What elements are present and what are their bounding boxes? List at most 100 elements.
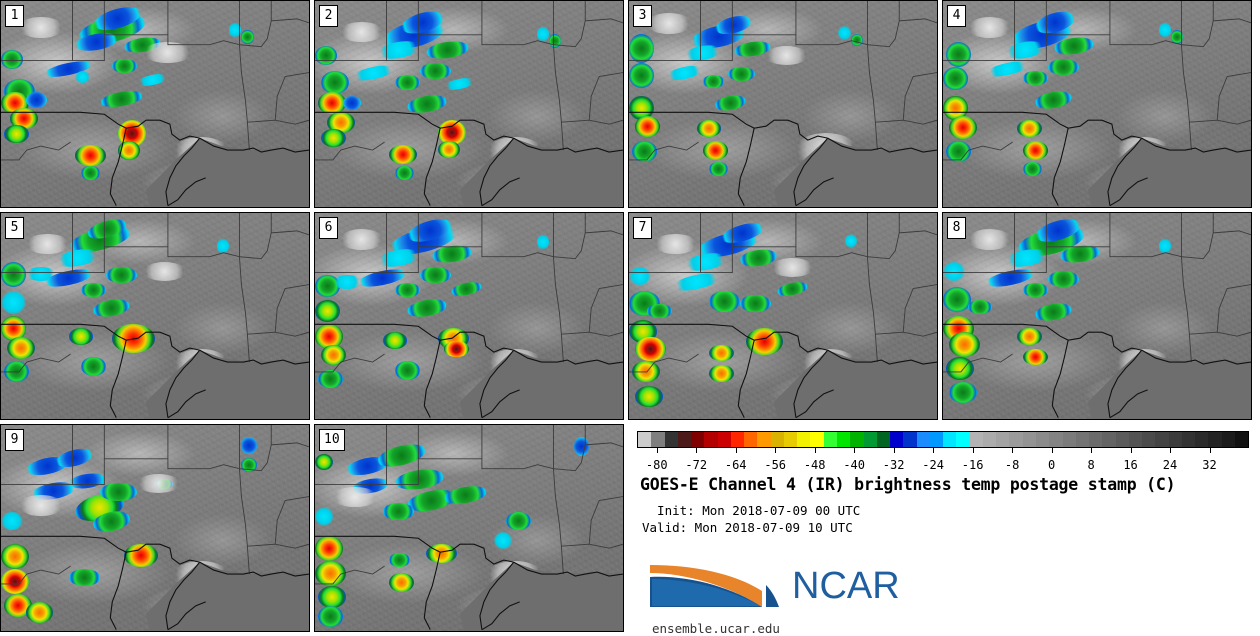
convective-cell — [844, 233, 857, 248]
convective-cell — [1016, 120, 1042, 137]
convective-cell — [1034, 300, 1074, 324]
convective-cell — [318, 585, 346, 609]
ensemble-member-panel-1[interactable]: 1 — [0, 0, 310, 208]
convective-cell — [135, 72, 169, 89]
convective-cell — [665, 63, 704, 83]
convective-cell — [318, 606, 343, 627]
colorbar-tick-label: -72 — [685, 458, 708, 472]
colorbar-tick-label: -8 — [1004, 458, 1020, 472]
colorbar-swatch — [969, 432, 983, 447]
ensemble-member-panel-3[interactable]: 3 — [628, 0, 938, 208]
init-time-line: Init: Mon 2018-07-09 00 UTC — [642, 503, 861, 518]
convective-cell — [746, 328, 783, 356]
convective-cell — [315, 536, 343, 561]
convective-cell — [1023, 283, 1048, 298]
convective-cell — [727, 66, 756, 82]
satellite-image — [1, 425, 309, 631]
convective-cell — [406, 296, 449, 320]
colorbar-tick-label: -80 — [645, 458, 668, 472]
colorbar-tick — [1091, 448, 1093, 453]
convective-cell — [1016, 328, 1042, 345]
convective-cell — [709, 161, 728, 177]
convective-cell — [671, 269, 723, 295]
colorbar-swatch — [1142, 432, 1156, 447]
ncar-logo-mark — [646, 561, 798, 609]
convective-cell — [216, 373, 285, 411]
convective-cell — [424, 39, 470, 62]
colorbar-swatch — [783, 432, 798, 447]
convective-cell — [438, 141, 460, 158]
ensemble-member-panel-2[interactable]: 2 — [314, 0, 624, 208]
colorbar-tick-label: -16 — [961, 458, 984, 472]
figure-info-block: -80 -72 -64 -56 -48 -40 -32 -24 -16 -8 0 8 16 24 32 GO… — [628, 425, 1260, 636]
convective-cell — [111, 58, 137, 74]
convective-cell — [74, 145, 106, 166]
convective-cell — [25, 233, 69, 255]
convective-cell — [315, 453, 334, 471]
colorbar-tick-label: 0 — [1047, 458, 1056, 472]
convective-cell — [111, 324, 155, 354]
convective-cell — [118, 141, 140, 160]
convective-cell — [1, 262, 26, 288]
convective-cell — [425, 544, 457, 563]
colorbar-tick-label: 32 — [1202, 458, 1217, 472]
convective-cell — [68, 569, 100, 586]
colorbar-tick-label: -24 — [922, 458, 944, 472]
convective-cell — [19, 495, 63, 516]
ensemble-member-panel-4[interactable]: 4 — [942, 0, 1252, 208]
convective-cell — [1, 511, 23, 531]
cold-cloud-top-overlay — [943, 213, 1251, 419]
convective-cell — [1, 544, 29, 570]
convective-cell — [406, 92, 449, 116]
convective-cell — [173, 560, 229, 590]
colorbar-swatch — [1102, 432, 1116, 447]
convective-cell — [499, 369, 522, 403]
convective-cell — [946, 357, 974, 380]
convective-cell — [1, 291, 26, 314]
colorbar-tick — [814, 448, 816, 453]
ensemble-member-panel-10[interactable]: 10 — [314, 424, 624, 632]
convective-cell — [395, 361, 420, 380]
convective-cell — [315, 46, 337, 65]
convective-cell — [549, 33, 562, 49]
colorbar-swatch — [1168, 432, 1182, 447]
colorbar-tick — [735, 448, 737, 453]
colorbar-tick — [1012, 448, 1014, 453]
colorbar-swatch — [1234, 432, 1249, 447]
ensemble-member-panel-6[interactable]: 6 — [314, 212, 624, 420]
colorbar-tick — [1170, 448, 1172, 453]
colorbar-swatch — [943, 432, 957, 447]
satellite-image — [629, 213, 937, 419]
convective-cell — [92, 296, 132, 320]
convective-cell — [967, 229, 1011, 251]
convective-cell — [775, 279, 809, 299]
ensemble-member-panel-8[interactable]: 8 — [942, 212, 1252, 420]
convective-cell — [321, 71, 349, 94]
convective-cell — [388, 145, 417, 164]
colorbar-tick — [854, 448, 856, 453]
convective-cell — [321, 128, 346, 148]
colorbar-swatch — [1195, 432, 1209, 447]
convective-cell — [241, 29, 254, 45]
colorbar-swatch — [929, 432, 944, 447]
panel-number-label: 1 — [5, 5, 24, 27]
convective-cell — [1158, 237, 1171, 255]
convective-cell — [375, 439, 428, 470]
convective-cell — [4, 593, 32, 617]
ensemble-member-panel-5[interactable]: 5 — [0, 212, 310, 420]
convective-cell — [536, 25, 550, 43]
ensemble-member-panel-7[interactable]: 7 — [628, 212, 938, 420]
convective-cell — [142, 42, 192, 63]
colorbar-swatch — [1062, 432, 1076, 447]
colorbar-swatch — [836, 432, 851, 447]
colorbar-swatch — [1115, 432, 1129, 447]
colorbar-swatch — [704, 432, 718, 447]
colorbar-swatch — [916, 432, 930, 447]
convective-cell — [632, 361, 660, 382]
panel-number-label: 8 — [947, 217, 966, 239]
colorbar-tick-label: 8 — [1087, 458, 1095, 472]
convective-cell — [1034, 88, 1074, 112]
convective-cell — [388, 573, 414, 592]
ensemble-member-panel-9[interactable]: 9 — [0, 424, 310, 632]
colorbar-swatch — [810, 432, 824, 447]
